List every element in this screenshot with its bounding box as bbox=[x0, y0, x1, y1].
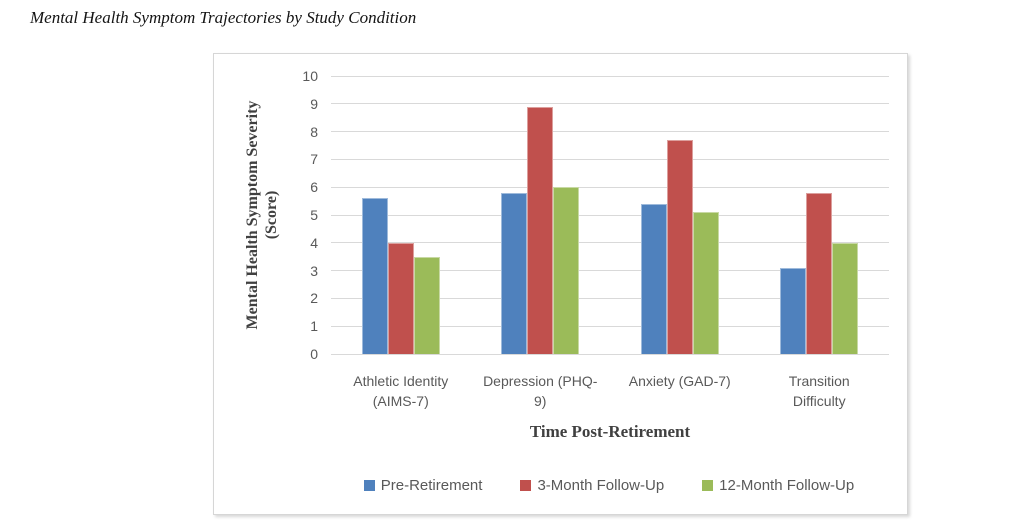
bar bbox=[806, 192, 833, 354]
gridline-2 bbox=[331, 297, 889, 299]
bar bbox=[780, 267, 807, 354]
category-label-line: 9) bbox=[534, 393, 547, 409]
y-tick-label-0: 0 bbox=[310, 346, 318, 362]
bar-groups bbox=[331, 76, 889, 354]
category-label: Depression (PHQ- 9) bbox=[471, 371, 611, 411]
category-label-line: Difficulty bbox=[792, 393, 846, 409]
y-tick-label-4: 4 bbox=[310, 234, 318, 251]
y-tick-label-1: 1 bbox=[310, 318, 318, 335]
bar bbox=[553, 187, 580, 354]
gridline-5 bbox=[331, 214, 889, 216]
legend-item: Pre-Retirement bbox=[363, 477, 483, 494]
bar-group bbox=[750, 76, 890, 354]
bar-group bbox=[610, 76, 750, 354]
bar bbox=[692, 212, 719, 354]
bar bbox=[413, 256, 440, 354]
gridline-3 bbox=[331, 270, 889, 272]
bar bbox=[640, 203, 667, 354]
gridline-7 bbox=[331, 158, 889, 160]
x-axis-title: Time Post-Retirement bbox=[529, 422, 691, 441]
legend-swatch-icon bbox=[520, 480, 532, 491]
y-axis-tick-labels: 0 1 2 3 4 5 6 7 8 9 10 bbox=[214, 69, 318, 361]
bar bbox=[361, 198, 388, 354]
gridline-10 bbox=[331, 75, 889, 77]
gridline-1 bbox=[331, 325, 889, 327]
legend-label: Pre-Retirement bbox=[380, 477, 483, 494]
category-label-line: Athletic Identity bbox=[353, 373, 449, 389]
category-label: Athletic Identity (AIMS-7) bbox=[331, 371, 471, 411]
legend-swatch-icon bbox=[702, 480, 714, 491]
category-label-line: Transition bbox=[788, 373, 850, 389]
y-tick-label-7: 7 bbox=[310, 151, 318, 168]
bar bbox=[832, 242, 859, 354]
y-tick-label-3: 3 bbox=[310, 262, 318, 279]
chart-legend: Pre-Retirement 3-Month Follow-Up 12-Month … bbox=[309, 477, 909, 494]
category-label-line: (AIMS-7) bbox=[372, 393, 429, 409]
legend-label: 12-Month Follow-Up bbox=[719, 477, 855, 494]
y-tick-label-10: 10 bbox=[302, 68, 318, 84]
bar bbox=[527, 106, 554, 354]
y-tick-label-8: 8 bbox=[310, 123, 318, 140]
gridline-4 bbox=[331, 242, 889, 244]
gridline-8 bbox=[331, 131, 889, 133]
page-title: Mental Health Symptom Trajectories by St… bbox=[30, 8, 417, 27]
category-label: Transition Difficulty bbox=[750, 371, 890, 411]
x-axis-category-labels: Athletic Identity (AIMS-7) Depression (PHQ… bbox=[331, 371, 889, 411]
legend-swatch-icon bbox=[363, 480, 375, 491]
gridline-6 bbox=[331, 186, 889, 188]
legend-label: 3-Month Follow-Up bbox=[537, 477, 665, 494]
bar bbox=[387, 242, 414, 354]
bar bbox=[501, 192, 528, 354]
category-label-line: Depression (PHQ- bbox=[483, 373, 598, 389]
bar-group bbox=[331, 76, 471, 354]
gridline-9 bbox=[331, 103, 889, 105]
category-label-line: Anxiety (GAD-7) bbox=[628, 373, 731, 389]
legend-item: 12-Month Follow-Up bbox=[702, 477, 854, 494]
y-tick-label-2: 2 bbox=[310, 290, 318, 307]
y-tick-label-5: 5 bbox=[310, 207, 318, 223]
gridline-0 bbox=[331, 353, 889, 355]
bar-group bbox=[471, 76, 611, 354]
bar bbox=[666, 139, 693, 354]
legend-item: 3-Month Follow-Up bbox=[520, 477, 664, 494]
y-tick-label-6: 6 bbox=[310, 179, 318, 196]
plot-area bbox=[331, 75, 889, 355]
category-label: Anxiety (GAD-7) bbox=[610, 371, 750, 411]
y-tick-label-9: 9 bbox=[310, 95, 318, 112]
